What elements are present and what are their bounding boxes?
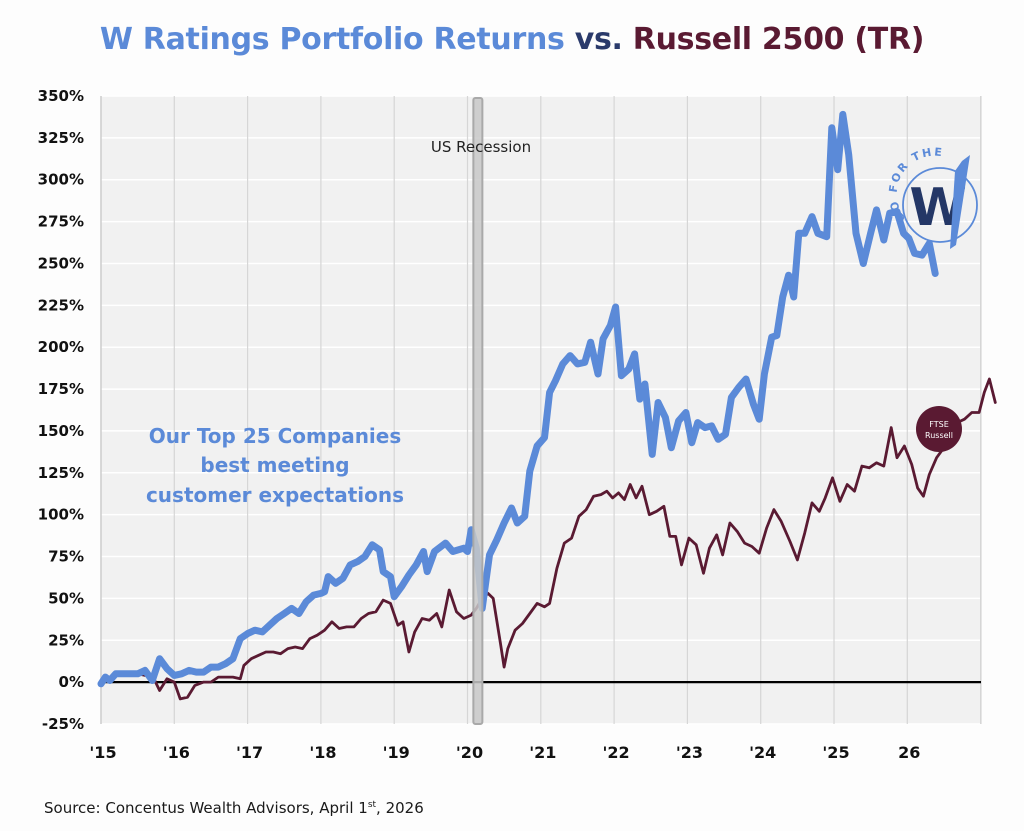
ftse-line1: FTSE <box>929 420 948 429</box>
y-tick-label: 150% <box>38 422 84 440</box>
x-tick-label: '21 <box>529 743 556 762</box>
title-benchmark: Russell 2500 (TR) <box>632 22 925 57</box>
ftse-line2: Russell <box>925 431 953 440</box>
x-tick-label: '20 <box>456 743 483 762</box>
annotation-line-3: customer expectations <box>146 483 404 507</box>
y-tick-label: 75% <box>48 548 84 566</box>
source-note: Source: Concentus Wealth Advisors, April… <box>44 799 424 817</box>
x-tick-label: '22 <box>603 743 630 762</box>
series-line-portfolio <box>97 110 939 688</box>
grid <box>100 95 982 725</box>
y-tick-label: 325% <box>38 129 84 147</box>
y-tick-label: 350% <box>38 87 84 105</box>
portfolio-annotation: Our Top 25 Companies best meeting custom… <box>146 424 404 507</box>
chart-title: W Ratings Portfolio Returns vs. Russell … <box>0 22 1024 57</box>
annotation-line-1: Our Top 25 Companies <box>149 424 402 448</box>
source-suffix: , 2026 <box>376 799 424 817</box>
y-tick-label: 200% <box>38 338 84 356</box>
y-tick-label: 100% <box>38 506 84 524</box>
ftse-circle <box>916 406 962 452</box>
y-tick-label: 300% <box>38 171 84 189</box>
x-tick-label: '15 <box>89 743 116 762</box>
x-axis: '15 '16 '17 '18 '19 '20 '21 '22 '23 '24 '25 26 <box>89 743 920 762</box>
x-tick-label: '24 <box>749 743 776 762</box>
y-tick-label: 125% <box>38 464 84 482</box>
x-tick-label: '16 <box>163 743 190 762</box>
y-tick-label: 225% <box>38 296 84 314</box>
x-tick-label: '17 <box>236 743 263 762</box>
series-line-russell-2500 <box>99 377 997 701</box>
y-tick-label: 275% <box>38 213 84 231</box>
ftse-russell-logo: FTSE Russell <box>916 406 962 452</box>
annotation-line-2: best meeting <box>200 453 349 477</box>
y-tick-label: 25% <box>48 631 84 649</box>
x-tick-label: '18 <box>309 743 336 762</box>
y-tick-label: -25% <box>42 715 84 733</box>
x-tick-label: 26 <box>898 743 920 762</box>
y-axis: -25% 0% 25% 50% 75% 100% 125% 150% 175% 200% 225% 2… <box>38 87 84 733</box>
y-tick-label: 175% <box>38 380 84 398</box>
series-group <box>97 110 997 701</box>
x-tick-label: '25 <box>822 743 849 762</box>
x-tick-label: '23 <box>676 743 703 762</box>
title-vs: vs. <box>574 22 623 57</box>
y-tick-label: 50% <box>48 589 84 607</box>
source-superscript: st <box>367 800 377 810</box>
y-tick-label: 0% <box>59 673 84 691</box>
recession-label: US Recession <box>431 138 531 156</box>
x-tick-label: '19 <box>383 743 410 762</box>
recession-band <box>472 97 484 725</box>
title-portfolio: W Ratings Portfolio Returns <box>99 22 565 57</box>
logo-swoosh-icon <box>950 155 970 249</box>
y-tick-label: 250% <box>38 254 84 272</box>
source-text: Source: Concentus Wealth Advisors, April… <box>44 799 368 817</box>
recession-shading <box>472 97 484 725</box>
logo-ring <box>902 167 978 243</box>
